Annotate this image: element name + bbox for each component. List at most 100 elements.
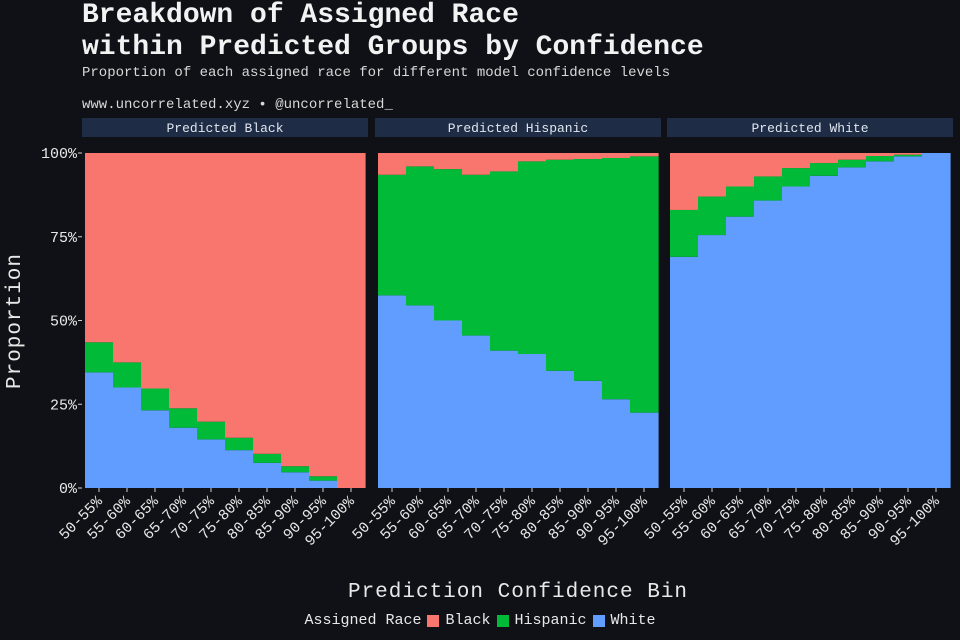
area-segment-hispanic	[894, 154, 923, 157]
area-segment-white	[630, 412, 659, 489]
area-segment-black	[518, 153, 547, 162]
area-segment-white	[518, 354, 547, 488]
facet-strip-predicted-black	[82, 118, 368, 137]
legend-label-hispanic: Hispanic	[514, 612, 587, 629]
y-axis-title: Proportion	[4, 253, 27, 389]
facet-label-predicted-hispanic: Predicted Hispanic	[448, 121, 588, 136]
area-segment-hispanic	[225, 437, 254, 451]
area-segment-white	[894, 156, 923, 488]
legend-swatch-black	[427, 614, 440, 627]
area-segment-white	[754, 200, 783, 488]
area-segment-black	[337, 153, 366, 488]
area-segment-black	[309, 153, 338, 477]
area-segment-white	[197, 439, 226, 488]
area-segment-hispanic	[281, 466, 310, 473]
area-segment-black	[546, 153, 575, 160]
area-segment-white	[782, 186, 811, 488]
area-segment-white	[169, 427, 198, 488]
area-segment-black	[574, 153, 603, 160]
area-segment-white	[810, 175, 839, 488]
area-segment-hispanic	[378, 174, 407, 296]
legend-title: Assigned Race	[304, 612, 422, 629]
area-segment-hispanic	[141, 388, 170, 411]
facet-label-predicted-black: Predicted Black	[166, 121, 283, 136]
area-segment-white	[434, 320, 463, 488]
area-segment-white	[602, 399, 631, 488]
area-segment-hispanic	[866, 156, 895, 162]
area-segment-white	[225, 450, 254, 488]
area-segment-black	[866, 153, 895, 157]
chart-caption: www.uncorrelated.xyz • @uncorrelated_	[82, 97, 393, 113]
facet-strip-predicted-hispanic	[375, 118, 661, 137]
area-segment-black	[113, 153, 142, 363]
area-segment-white	[141, 410, 170, 488]
area-segment-white	[113, 387, 142, 488]
legend-swatch-white	[592, 614, 605, 627]
y-tick-label: 0%	[59, 481, 78, 498]
area-segment-black	[838, 153, 867, 160]
area-segment-white	[726, 216, 755, 488]
area-segment-white	[490, 350, 519, 488]
y-tick-label: 25%	[50, 397, 78, 414]
area-segment-white	[378, 295, 407, 489]
chart-subtitle: Proportion of each assigned race for dif…	[82, 65, 671, 81]
area-segment-black	[281, 153, 310, 467]
area-segment-black	[630, 153, 659, 157]
area-segment-white	[253, 462, 282, 489]
facet-label-predicted-white: Predicted White	[751, 121, 868, 136]
facet-strip-predicted-white	[667, 118, 953, 137]
area-segment-white	[462, 335, 491, 488]
area-segment-black	[434, 153, 463, 170]
area-segment-hispanic	[406, 166, 435, 306]
area-segment-white	[922, 153, 951, 488]
area-segment-black	[141, 153, 170, 389]
y-tick-label: 100%	[41, 146, 78, 163]
area-segment-black	[602, 153, 631, 159]
area-segment-hispanic	[462, 174, 491, 336]
area-segment-hispanic	[518, 161, 547, 355]
area-segment-hispanic	[197, 421, 226, 440]
y-tick-label: 50%	[50, 314, 78, 331]
legend-swatch-hispanic	[496, 614, 509, 627]
area-segment-hispanic	[838, 159, 867, 168]
area-segment-black	[462, 153, 491, 175]
area-segment-black	[670, 153, 699, 210]
area-segment-black	[253, 153, 282, 454]
area-segment-black	[754, 153, 783, 177]
area-segment-white	[85, 372, 114, 488]
area-segment-white	[838, 167, 867, 488]
area-segment-black	[85, 153, 114, 343]
area-segment-hispanic	[630, 156, 659, 413]
x-axis-title: Prediction Confidence Bin	[348, 581, 688, 604]
area-segment-hispanic	[253, 453, 282, 463]
chart-title: Breakdown of Assigned Race within Predic…	[82, 0, 704, 63]
area-segment-hispanic	[169, 408, 198, 428]
area-segment-black	[378, 153, 407, 175]
area-segment-white	[866, 161, 895, 489]
area-segment-hispanic	[574, 159, 603, 381]
area-segment-white	[406, 305, 435, 488]
area-segment-hispanic	[754, 176, 783, 201]
area-segment-black	[726, 153, 755, 187]
area-segment-hispanic	[698, 196, 727, 236]
legend: Assigned Race Black Hispanic White	[0, 612, 960, 629]
area-segment-black	[169, 153, 198, 409]
area-segment-white	[574, 380, 603, 488]
area-segment-hispanic	[546, 159, 575, 371]
area-segment-hispanic	[810, 163, 839, 176]
area-segment-hispanic	[490, 171, 519, 351]
area-segment-white	[309, 480, 338, 488]
area-segment-black	[225, 153, 254, 438]
area-segment-white	[698, 235, 727, 488]
area-segment-white	[670, 256, 699, 488]
area-segment-black	[406, 153, 435, 167]
area-segment-white	[281, 472, 310, 488]
area-segment-black	[197, 153, 226, 422]
area-segment-hispanic	[309, 476, 338, 481]
y-tick-label: 75%	[50, 230, 78, 247]
area-segment-black	[810, 153, 839, 164]
area-segment-hispanic	[434, 169, 463, 321]
legend-label-black: Black	[445, 612, 491, 629]
area-segment-hispanic	[602, 158, 631, 400]
area-segment-hispanic	[85, 342, 114, 373]
